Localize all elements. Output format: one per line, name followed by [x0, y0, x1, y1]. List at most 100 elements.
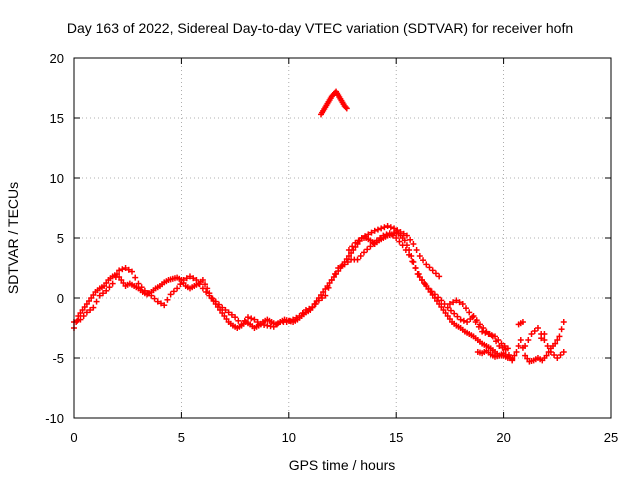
data-point-marker [293, 314, 300, 321]
data-point-marker [273, 321, 280, 328]
data-point-marker [391, 225, 398, 232]
data-point-marker [362, 233, 369, 240]
data-point-marker [420, 257, 427, 264]
y-tick-label: 0 [57, 291, 64, 306]
data-point-marker [373, 237, 380, 244]
data-point-marker [180, 277, 187, 283]
data-point-marker [441, 301, 448, 307]
data-point-marker [322, 292, 329, 299]
data-point-marker [400, 230, 407, 237]
data-point-marker [551, 352, 558, 358]
data-point-marker [99, 290, 106, 297]
data-point-marker [80, 313, 87, 319]
data-point-marker [174, 285, 181, 292]
data-point-marker [109, 280, 116, 287]
data-point-marker [368, 229, 375, 236]
data-point-marker [402, 247, 409, 253]
data-point-marker [466, 309, 473, 316]
data-point-marker [190, 275, 197, 282]
data-point-marker [244, 314, 251, 321]
data-point-marker [522, 343, 529, 349]
data-point-marker [367, 243, 374, 250]
data-point-marker [389, 232, 396, 239]
x-tick-labels: 0 5 10 15 20 25 [70, 430, 618, 445]
data-point-marker [77, 316, 84, 323]
data-point-marker [112, 274, 119, 280]
data-point-marker [315, 297, 322, 304]
data-point-marker [270, 323, 277, 330]
data-point-marker [515, 343, 522, 349]
data-point-marker [254, 319, 261, 325]
data-point-marker [479, 328, 486, 335]
data-point-marker [560, 349, 567, 355]
data-point-marker [504, 345, 511, 352]
axis-ticks [73, 57, 612, 419]
data-point-marker [557, 352, 564, 358]
data-point-marker [199, 277, 206, 283]
data-point-marker [378, 225, 385, 232]
data-point-marker [469, 314, 476, 321]
data-point-marker [125, 266, 132, 273]
data-point-marker [358, 235, 365, 241]
data-point-marker [409, 258, 416, 265]
data-point-marker [435, 294, 442, 301]
data-point-marker [451, 310, 458, 317]
data-point-marker [428, 288, 435, 295]
data-point-marker [344, 259, 351, 265]
data-point-marker [488, 332, 495, 339]
data-point-marker [349, 243, 356, 250]
data-point-marker [365, 231, 372, 238]
data-point-marker [202, 281, 209, 288]
data-point-marker [425, 285, 432, 292]
data-point-marker [193, 277, 200, 283]
data-point-marker [355, 237, 362, 244]
data-point-marker [141, 287, 148, 294]
data-point-marker [383, 231, 390, 238]
data-point-marker [302, 307, 309, 313]
data-point-marker [415, 271, 422, 277]
data-point-marker [74, 317, 81, 324]
data-point-marker [370, 240, 377, 247]
data-point-marker [444, 304, 451, 311]
y-tick-labels: -10 -5 0 5 10 15 20 [45, 51, 64, 426]
data-point-marker [453, 297, 460, 304]
data-point-marker [119, 266, 126, 273]
data-point-marker [554, 355, 561, 361]
data-point-marker [387, 224, 394, 231]
data-point-marker [90, 304, 97, 311]
data-point-marker [306, 305, 313, 312]
data-point-marker [338, 263, 345, 270]
y-tick-label: 5 [57, 231, 64, 246]
data-point-marker [138, 284, 145, 291]
data-point-marker [396, 238, 403, 245]
data-point-marker [148, 292, 155, 299]
data-point-marker [241, 317, 248, 324]
data-point-marker [228, 311, 235, 318]
data-point-marker [470, 313, 477, 319]
data-point-marker [296, 313, 303, 319]
data-point-marker [554, 337, 561, 343]
data-point-marker [552, 340, 559, 347]
y-axis-title: SDTVAR / TECUs [5, 182, 21, 294]
data-point-marker [154, 298, 161, 305]
data-point-marker [335, 265, 342, 271]
data-point-marker [438, 297, 445, 304]
data-point-marker [354, 256, 361, 263]
data-point-marker [410, 241, 417, 247]
data-point-marker [464, 319, 471, 325]
data-point-marker [360, 249, 367, 256]
data-point-marker [157, 300, 164, 307]
data-point-marker [556, 333, 563, 340]
data-point-marker [418, 277, 425, 283]
data-point-marker [151, 295, 158, 302]
data-point-marker [413, 247, 420, 253]
data-point-marker [456, 299, 463, 306]
data-point-marker [511, 352, 518, 359]
data-point-marker [509, 356, 516, 363]
data-point-marker [331, 271, 338, 277]
data-point-marker [196, 281, 203, 288]
data-point-marker [541, 337, 548, 343]
data-point-marker [377, 235, 384, 241]
data-point-marker [232, 314, 239, 321]
